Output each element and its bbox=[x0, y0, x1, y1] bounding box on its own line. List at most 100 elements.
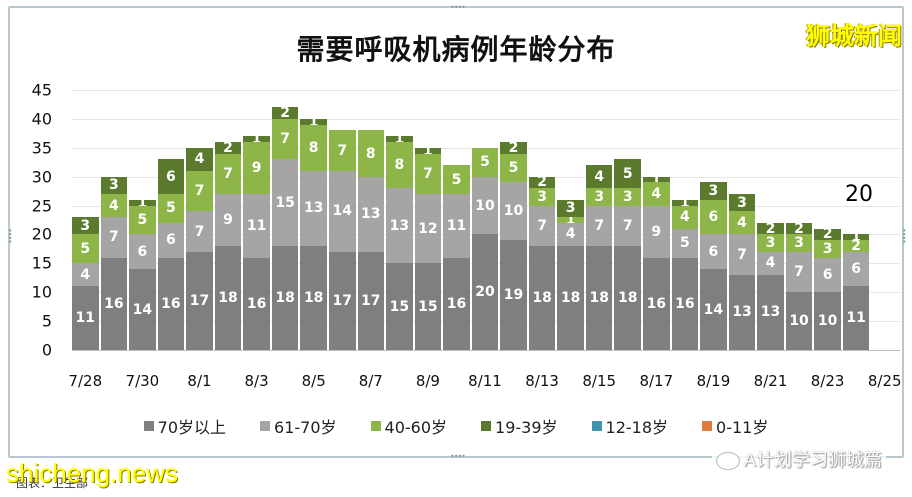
bar-7-31[interactable]: 16 6 5 6 bbox=[157, 159, 185, 350]
bar-8-15[interactable]: 18 7 3 4 bbox=[585, 165, 613, 350]
bar-segment: 1 bbox=[386, 136, 413, 143]
bar-segment: 8 bbox=[386, 142, 413, 189]
bar-segment: 11 bbox=[72, 286, 99, 350]
bar-segment: 3 bbox=[100, 176, 128, 195]
bar-segment: 13 bbox=[300, 170, 327, 246]
bar-8-10[interactable]: 16 11 5 bbox=[443, 165, 470, 350]
bar-8-6[interactable]: 17 14 7 bbox=[328, 130, 356, 350]
bar-7-29[interactable]: 16 7 4 3 bbox=[100, 176, 128, 350]
bar-segment: 4 bbox=[186, 147, 213, 171]
bar-segment: 11 bbox=[443, 194, 470, 258]
bar-segment: 9 bbox=[243, 142, 270, 195]
bar-7-28[interactable]: 11 4 5 3 bbox=[72, 217, 99, 350]
bar-8-22[interactable]: 10 7 3 2 bbox=[785, 222, 813, 350]
bar-segment: 6 bbox=[814, 257, 841, 293]
bar-segment: 16 bbox=[671, 257, 699, 350]
legend-label: 70岁以上 bbox=[157, 418, 227, 437]
bar-8-14[interactable]: 18413 bbox=[557, 199, 584, 350]
bar-8-21[interactable]: 13 4 3 2 bbox=[757, 222, 784, 350]
x-tick-label: 8/3 bbox=[244, 372, 269, 390]
bar-segment: 7 bbox=[271, 118, 299, 160]
bar-segment: 1 bbox=[243, 136, 270, 143]
bar-segment: 4 bbox=[100, 194, 128, 218]
y-tick-label: 30 bbox=[31, 167, 52, 187]
bar-segment: 17 bbox=[186, 251, 213, 350]
bar-segment: 8 bbox=[357, 130, 385, 177]
bar-8-4[interactable]: 18 15 7 2 bbox=[271, 107, 299, 350]
bar-8-19[interactable]: 14 6 6 3 bbox=[700, 182, 727, 350]
bar-segment: 10 bbox=[785, 292, 813, 350]
y-tick-label: 20 bbox=[31, 224, 52, 244]
legend-label: 19-39岁 bbox=[495, 418, 558, 437]
bar-segment: 6 bbox=[700, 234, 727, 270]
resize-handle-bottom[interactable]: •••• bbox=[450, 452, 466, 461]
bar-segment: 1 bbox=[671, 199, 699, 206]
bar-segment: 4 bbox=[585, 165, 613, 189]
bar-8-13[interactable]: 18 7 3 2 bbox=[528, 176, 556, 350]
bar-segment: 18 bbox=[614, 246, 642, 350]
bar-8-23[interactable]: 10 6 3 2 bbox=[814, 228, 841, 350]
legend-swatch-icon bbox=[370, 421, 381, 431]
bar-segment: 20 bbox=[471, 234, 499, 350]
y-tick-label: 0 bbox=[41, 340, 52, 360]
bar-segment: 5 bbox=[443, 165, 470, 195]
bar-segment: 7 bbox=[186, 211, 213, 252]
bar-segment: 18 bbox=[214, 246, 242, 350]
bar-8-11[interactable]: 20 10 5 bbox=[471, 147, 499, 350]
bar-segment: 7 bbox=[614, 205, 642, 246]
bar-segment: 3 bbox=[728, 194, 756, 212]
legend-item[interactable]: 0-11岁 bbox=[702, 414, 768, 438]
bar-8-20[interactable]: 13 7 4 3 bbox=[728, 194, 756, 350]
bar-8-1[interactable]: 17 7 7 4 bbox=[186, 147, 213, 350]
bar-8-16[interactable]: 18 7 3 5 bbox=[614, 159, 642, 350]
bar-segment: 7 bbox=[328, 130, 356, 171]
bar-segment: 6 bbox=[157, 159, 185, 195]
bar-8-2[interactable]: 18 9 7 2 bbox=[214, 142, 242, 350]
legend-item[interactable]: 70岁以上 bbox=[143, 414, 227, 438]
legend-item[interactable]: 12-18岁 bbox=[591, 414, 668, 438]
resize-handle-top[interactable]: •••• bbox=[450, 3, 466, 12]
bar-8-12[interactable]: 19 10 5 2 bbox=[500, 142, 527, 350]
y-tick-label: 40 bbox=[31, 109, 52, 129]
bar-segment: 1 bbox=[643, 176, 670, 183]
bar-8-24[interactable]: 11621 bbox=[842, 234, 870, 350]
bar-segment: 7 bbox=[100, 217, 128, 258]
bar-segment: 2 bbox=[842, 240, 870, 252]
bar-segment: 6 bbox=[700, 199, 727, 235]
bar-segment: 16 bbox=[243, 257, 270, 350]
chart-title: 需要呼吸机病例年龄分布 bbox=[296, 33, 616, 66]
grid-line bbox=[72, 118, 900, 120]
y-tick-label: 5 bbox=[41, 311, 52, 331]
bar-segment: 16 bbox=[100, 257, 128, 350]
bar-segment: 3 bbox=[700, 182, 727, 200]
bar-segment: 14 bbox=[328, 170, 356, 252]
bar-segment: 7 bbox=[728, 234, 756, 275]
bar-segment: 5 bbox=[500, 153, 527, 183]
bar-segment: 1 bbox=[557, 217, 584, 223]
legend-item[interactable]: 40-60岁 bbox=[370, 414, 447, 438]
bar-segment: 3 bbox=[585, 188, 613, 206]
legend-swatch-icon bbox=[702, 421, 713, 431]
bar-segment: 13 bbox=[757, 274, 784, 350]
legend-item[interactable]: 19-39岁 bbox=[481, 414, 558, 438]
bar-segment: 1 bbox=[300, 118, 327, 125]
bar-segment: 7 bbox=[186, 170, 213, 212]
bar-segment: 2 bbox=[785, 222, 813, 235]
bar-8-7[interactable]: 17 13 8 bbox=[357, 130, 385, 350]
legend-item[interactable]: 61-70岁 bbox=[260, 414, 337, 438]
bar-segment: 1 bbox=[842, 234, 870, 241]
x-tick-label: 8/15 bbox=[582, 372, 617, 390]
x-tick-label: 7/30 bbox=[125, 372, 160, 390]
resize-handle-right[interactable]: •••• bbox=[899, 228, 908, 243]
bar-segment: 7 bbox=[785, 251, 813, 293]
grid-line bbox=[72, 90, 900, 91]
bar-segment: 4 bbox=[557, 222, 584, 246]
resize-handle-left[interactable]: •••• bbox=[5, 228, 14, 243]
